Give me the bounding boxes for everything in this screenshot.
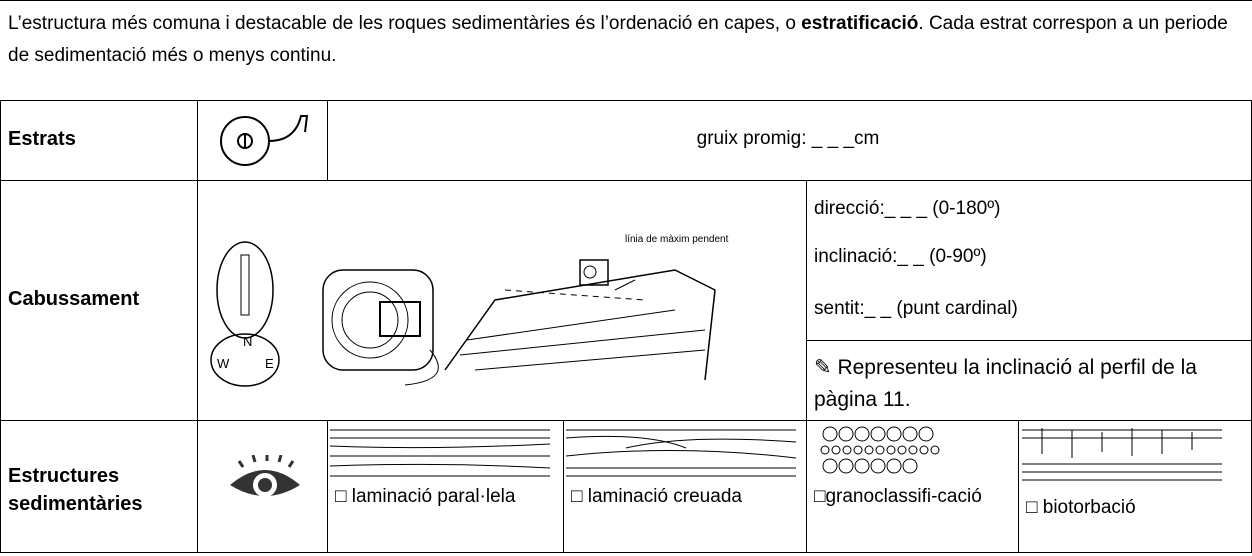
intro-text: . Cada estrat correspon a un periode de … <box>8 13 1228 66</box>
item: □ laminació paral·lela <box>335 486 516 507</box>
cell-text: gruix promig: _ _ _cm <box>696 128 880 149</box>
graded-figure <box>820 426 940 474</box>
row-label: Cabussament <box>8 288 140 310</box>
field: inclinació:_ _ (0-90º) <box>814 246 987 267</box>
compass-illustration: N W E línia de màxim pendent <box>210 234 729 387</box>
lamination-figure <box>330 429 551 477</box>
compass-letter: N <box>243 334 252 349</box>
cross-lamination-figure <box>566 429 797 477</box>
intro-bold: estratificació <box>801 13 919 34</box>
tape-icon <box>220 115 309 166</box>
bioturbation-figure <box>1022 428 1222 481</box>
compass-letter: E <box>265 356 274 371</box>
item: □granoclassifi-cació <box>814 486 982 507</box>
intro: L’estructura més comuna i destacable de … <box>8 8 1238 72</box>
field: sentit:_ _ (punt cardinal) <box>814 298 1018 319</box>
note-text: Representeu la inclinació al perfil de l… <box>814 356 1197 411</box>
row-label: Estructures sedimentàries <box>8 465 143 515</box>
eye-icon <box>230 455 300 497</box>
item: □ laminació creuada <box>571 486 742 507</box>
row-label: Estrats <box>8 128 76 150</box>
figure-label: línia de màxim pendent <box>625 234 729 245</box>
compass-letter: W <box>217 356 230 371</box>
item: □ biotorbació <box>1026 497 1136 518</box>
intro-text: L’estructura més comuna i destacable de … <box>8 13 802 34</box>
note: ✎ Representeu la inclinació al perfil de… <box>814 356 1197 411</box>
field: direcció:_ _ _ (0-180º) <box>814 198 1001 219</box>
